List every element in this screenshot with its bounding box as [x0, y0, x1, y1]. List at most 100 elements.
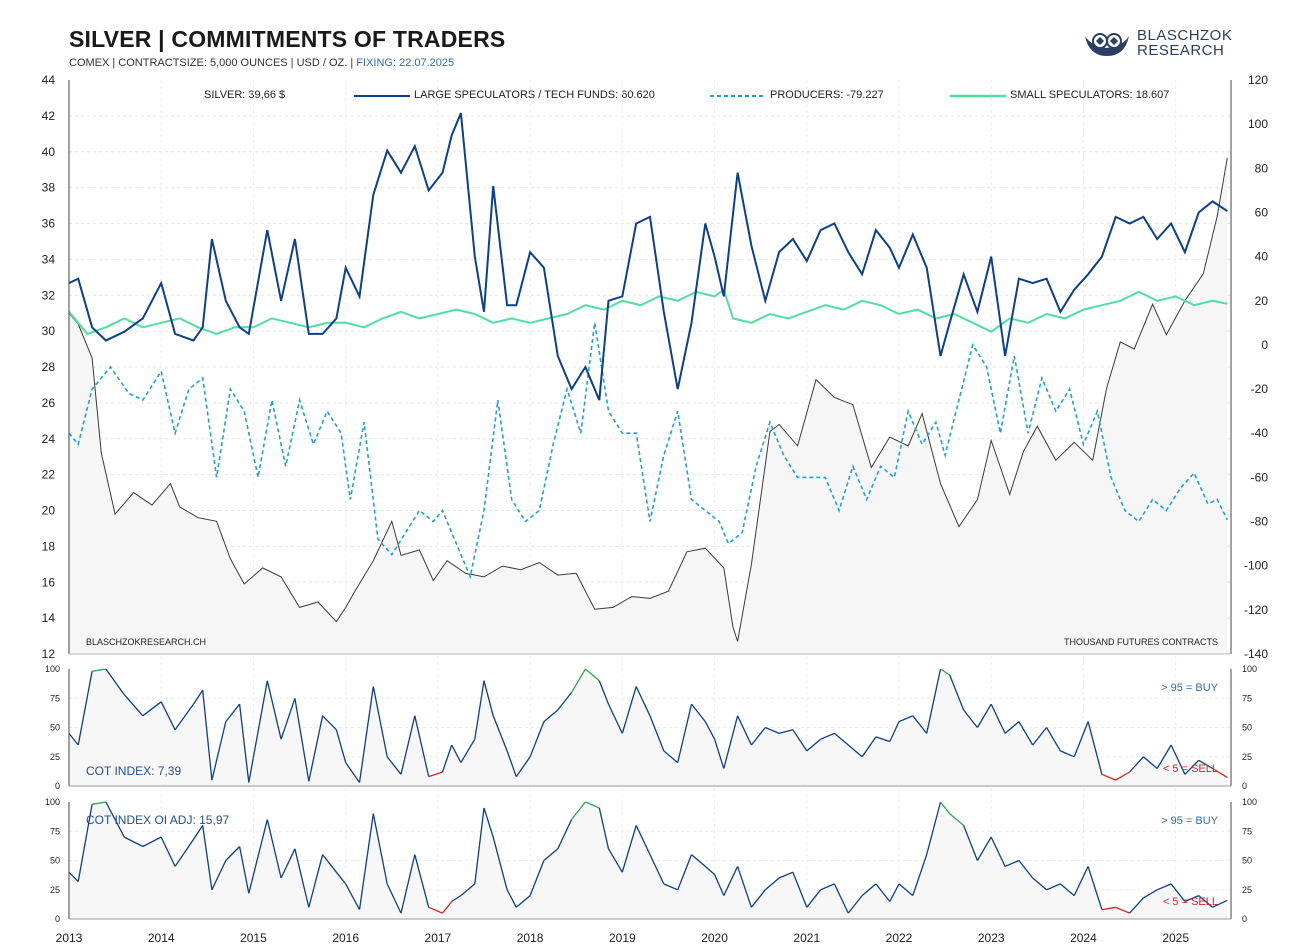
cot-index-oi-segment — [543, 848, 559, 861]
cot-index-oi-segment — [515, 895, 531, 908]
cot-index-oi-segment — [1101, 906, 1116, 911]
cot-index-oi-segment — [308, 854, 324, 908]
cot-index-segment — [584, 668, 600, 682]
cot-index-segment — [1101, 773, 1116, 781]
cot-index-segment — [68, 732, 79, 746]
cot-index-segment — [635, 686, 651, 717]
cot-index-segment — [202, 690, 213, 781]
cot-index-oi-segment — [1087, 866, 1103, 910]
cot-index-oi-segment — [142, 836, 162, 848]
cot-index-oi-segment — [691, 854, 706, 867]
cot-index-segment — [875, 736, 891, 743]
cot-index-oi-segment — [483, 807, 494, 838]
cot-index-oi-segment — [663, 883, 678, 891]
cot-index-oi-segment — [428, 906, 443, 914]
cot-index-oi-segment — [414, 854, 430, 908]
cot-index-segment — [820, 732, 835, 740]
y-right-tick-label: 80 — [1255, 161, 1269, 175]
cot-index-segment — [1115, 771, 1130, 781]
cot-index-oi-segment — [77, 804, 93, 882]
cot-index-buy-label: > 95 = BUY — [1161, 682, 1219, 694]
cot-index-segment — [912, 715, 928, 734]
cot-index-oi-segment — [1170, 883, 1186, 902]
cot-index-segment — [898, 715, 914, 723]
cot-index-segment — [322, 715, 337, 731]
y-right-tick-label: -40 — [1251, 426, 1269, 440]
cot-index-y-tick-right: 100 — [1242, 664, 1257, 674]
cot-index-segment — [1004, 721, 1020, 734]
cot-index-oi-segment — [1129, 897, 1144, 914]
y-right-tick-label: 120 — [1248, 73, 1268, 87]
cot-index-oi-segment — [962, 825, 979, 861]
cot-index-oi-segment — [714, 874, 725, 896]
x-tick-label: 2014 — [148, 931, 175, 945]
y-left-tick-label: 12 — [42, 647, 56, 661]
cot-index-oi-segment — [441, 901, 453, 914]
cot-index-segment — [483, 680, 494, 716]
cot-index-segment — [460, 738, 476, 763]
cot-index-oi-title: COT INDEX OI ADJ: 15,97 — [86, 813, 229, 827]
cot-index-segment — [723, 715, 739, 769]
cot-index-segment — [400, 715, 416, 775]
y-left-tick-label: 16 — [42, 575, 56, 589]
small-speculators-line — [68, 288, 1228, 336]
cot-index-oi-segment — [345, 883, 361, 910]
x-tick-label: 2022 — [886, 931, 913, 945]
logo-line1: BLASCHZOK — [1137, 27, 1233, 44]
y-right-tick-label: -80 — [1251, 515, 1269, 529]
cot-index-segment — [506, 750, 517, 777]
cot-index-segment — [963, 709, 978, 728]
cot-index-oi-segment — [898, 883, 914, 897]
cot-index-oi-segment — [386, 883, 402, 914]
cot-index-oi-segment — [202, 825, 213, 890]
cot-index-oi-segment — [266, 819, 282, 879]
cot-index-y-tick-right: 50 — [1242, 723, 1252, 733]
cot-index-oi-y-tick-right: 75 — [1242, 826, 1252, 836]
y-left-tick-label: 36 — [42, 217, 56, 231]
logo-line2: RESEARCH — [1137, 42, 1225, 59]
cot-index-oi-segment — [1004, 859, 1020, 867]
cot-index-segment — [704, 721, 716, 740]
cot-index-oi-segment — [1198, 895, 1214, 908]
cot-index-segment — [492, 715, 508, 752]
cot-index-segment — [557, 691, 573, 711]
cot-index-oi-segment — [460, 883, 476, 897]
x-tick-label: 2017 — [425, 931, 452, 945]
cot-index-oi-segment — [1073, 866, 1089, 896]
cot-index-oi-segment — [585, 801, 600, 809]
cot-index-oi-segment — [833, 883, 849, 914]
x-tick-label: 2015 — [240, 931, 267, 945]
y-left-tick-label: 42 — [42, 109, 56, 123]
cot-index-oi-y-tick-right: 25 — [1242, 885, 1252, 895]
cot-index-segment — [833, 732, 849, 746]
legend-producers: PRODUCERS: -79.227 — [770, 89, 884, 101]
y-left-tick-label: 28 — [42, 360, 56, 374]
legend-small: SMALL SPECULATORS: 18.607 — [1010, 89, 1170, 101]
cot-index-segment — [225, 703, 241, 723]
cot-index-segment — [621, 686, 637, 734]
cot-index-segment — [428, 771, 443, 778]
y-right-tick-label: -20 — [1251, 382, 1269, 396]
cot-index-y-tick-right: 0 — [1242, 781, 1247, 791]
cot-index-oi-segment — [557, 819, 573, 850]
cot-index-segment — [211, 721, 227, 781]
cot-index-segment — [792, 729, 808, 752]
cot-index-oi-segment — [280, 848, 296, 879]
silver-price-line — [68, 157, 1228, 642]
cot-index-oi-segment — [792, 871, 808, 908]
producers-line — [68, 322, 1229, 580]
cot-index-oi-segment — [939, 801, 951, 815]
x-tick-label: 2025 — [1162, 931, 1189, 945]
legend-silver: SILVER: 39,66 $ — [204, 89, 286, 101]
cot-index-segment — [1212, 767, 1228, 778]
cot-index-oi-y-tick-right: 50 — [1242, 856, 1252, 866]
cot-index-oi-segment — [160, 836, 176, 867]
cot-index-segment — [690, 703, 706, 723]
cot-index-oi-segment — [1156, 883, 1172, 891]
cot-index-segment — [1060, 750, 1075, 758]
cot-index-oi-segment — [861, 883, 877, 897]
cot-index-sell-label: < 5 = SELL — [1163, 763, 1218, 775]
cot-index-segment — [778, 729, 794, 735]
x-tick-label: 2021 — [793, 931, 820, 945]
cot-index-oi-segment — [598, 807, 610, 849]
